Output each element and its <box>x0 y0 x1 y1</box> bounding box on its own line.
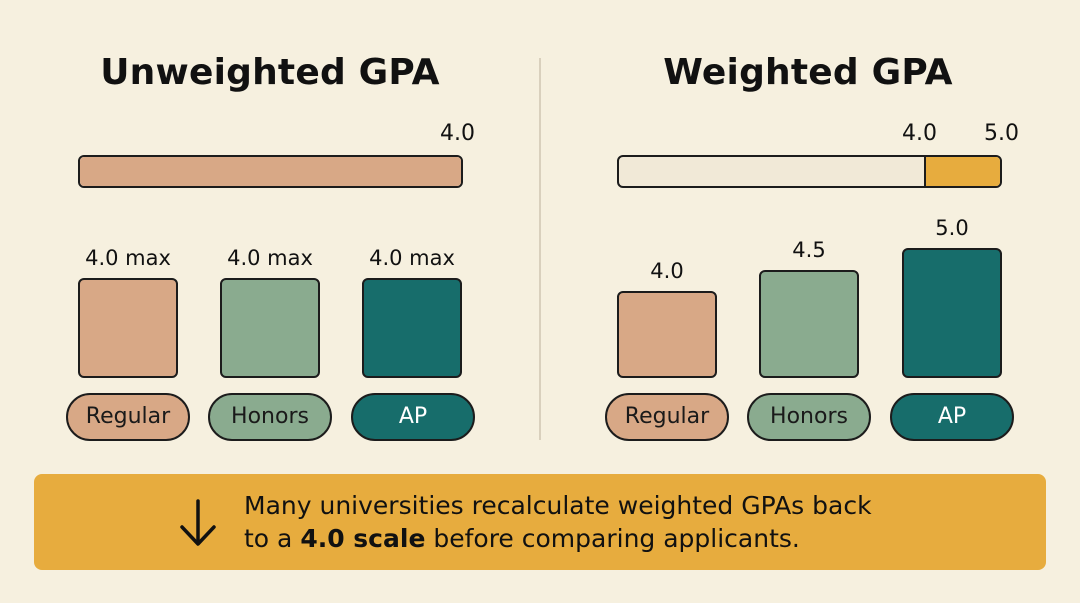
unweighted-scale-max-label: 4.0 <box>440 121 475 146</box>
weighted-scale-base-label: 4.0 <box>902 121 937 146</box>
weighted-scale-extra-fill <box>923 157 1000 186</box>
weighted-honors-value: 4.5 <box>792 238 826 263</box>
banner-line-2-suffix: before comparing applicants. <box>425 524 800 553</box>
weighted-regular-pill: Regular <box>605 393 729 441</box>
weighted-honors-bar <box>759 270 859 378</box>
banner-message: Many universities recalculate weighted G… <box>244 489 872 555</box>
weighted-regular-value: 4.0 <box>650 259 684 283</box>
weighted-ap-value: 5.0 <box>935 216 969 240</box>
unweighted-regular-pill: Regular <box>66 393 190 441</box>
weighted-honors-pill: Honors <box>747 393 871 441</box>
unweighted-scale-track <box>78 155 463 188</box>
unweighted-scale-fill <box>80 157 461 186</box>
unweighted-honors-pill: Honors <box>208 393 332 441</box>
unweighted-honors-value: 4.0 max <box>227 246 313 270</box>
weighted-title: Weighted GPA <box>663 52 953 93</box>
unweighted-ap-pill: AP <box>351 393 475 441</box>
banner-line-2-bold: 4.0 scale <box>300 524 426 553</box>
weighted-ap-bar <box>902 248 1002 378</box>
weighted-ap-pill: AP <box>890 393 1014 441</box>
unweighted-title: Unweighted GPA <box>100 52 440 93</box>
unweighted-regular-bar <box>78 278 178 378</box>
banner-line-2: to a 4.0 scale before comparing applican… <box>244 522 872 555</box>
weighted-regular-bar <box>617 291 717 378</box>
unweighted-honors-bar <box>220 278 320 378</box>
arrow-down-icon <box>176 497 220 555</box>
panel-divider <box>539 58 541 440</box>
info-banner <box>34 474 1046 570</box>
weighted-scale-track <box>617 155 1002 188</box>
unweighted-regular-value: 4.0 max <box>85 246 171 270</box>
unweighted-ap-value: 4.0 max <box>369 246 455 270</box>
banner-line-2-prefix: to a <box>244 524 301 553</box>
unweighted-ap-bar <box>362 278 462 378</box>
weighted-scale-max-label: 5.0 <box>984 121 1019 146</box>
banner-line-1: Many universities recalculate weighted G… <box>244 491 872 520</box>
